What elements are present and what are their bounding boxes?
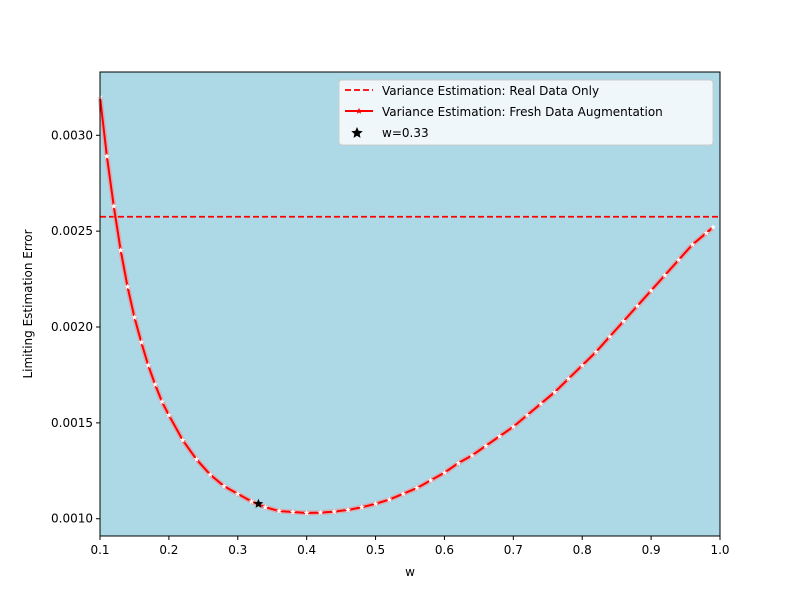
x-tick-label: 0.2 bbox=[159, 543, 178, 557]
series-point-fresh-data bbox=[496, 433, 503, 439]
series-point-fresh-data bbox=[510, 423, 517, 430]
legend-box bbox=[338, 79, 714, 146]
x-tick-label: 0.3 bbox=[228, 543, 247, 557]
series-point-fresh-data bbox=[165, 411, 172, 418]
plot-background bbox=[100, 72, 720, 536]
legend-label-fresh-data: Variance Estimation: Fresh Data Augmenta… bbox=[382, 105, 663, 119]
y-tick-label: 0.0010 bbox=[51, 512, 93, 526]
x-tick-label: 0.5 bbox=[366, 543, 385, 557]
series-point-fresh-data bbox=[579, 362, 586, 368]
series-point-fresh-data bbox=[131, 314, 138, 321]
series-point-fresh-data bbox=[372, 500, 379, 507]
x-tick-label: 0.8 bbox=[573, 543, 592, 557]
series-point-fresh-data bbox=[344, 506, 352, 513]
x-tick-label: 0.1 bbox=[90, 543, 109, 557]
x-axis-label: w bbox=[405, 565, 415, 579]
series-point-fresh-data bbox=[207, 471, 214, 478]
series-point-fresh-data bbox=[110, 202, 117, 209]
x-axis: 0.1 0.2 0.3 0.4 0.5 0.6 0.7 0.8 0.9 1.0 bbox=[90, 536, 730, 557]
x-tick-label: 1.0 bbox=[710, 543, 729, 557]
series-point-fresh-data bbox=[455, 459, 462, 466]
series-point-fresh-data bbox=[482, 442, 489, 449]
y-tick-label: 0.0025 bbox=[51, 224, 93, 238]
series-point-fresh-data bbox=[524, 411, 531, 418]
series-point-fresh-data bbox=[248, 498, 255, 505]
series-point-fresh-data bbox=[592, 348, 600, 355]
series-point-fresh-data bbox=[152, 381, 159, 388]
series-point-fresh-data bbox=[661, 272, 668, 278]
legend-label-w-star: w=0.33 bbox=[382, 126, 429, 140]
series-point-fresh-data bbox=[358, 504, 365, 510]
y-axis: 0.0010 0.0015 0.0020 0.0025 0.0030 bbox=[51, 128, 100, 526]
series-point-fresh-data bbox=[331, 508, 338, 515]
series-point-fresh-data bbox=[427, 477, 434, 483]
series-point-fresh-data bbox=[537, 400, 544, 407]
series-point-fresh-data bbox=[103, 153, 110, 159]
series-point-fresh-data bbox=[124, 283, 131, 290]
y-tick-label: 0.0030 bbox=[51, 128, 93, 142]
series-point-fresh-data bbox=[441, 469, 448, 476]
series-point-fresh-data bbox=[551, 388, 558, 395]
series-point-fresh-data bbox=[606, 333, 613, 340]
series-point-fresh-data bbox=[158, 398, 166, 405]
legend-label-real-data: Variance Estimation: Real Data Only bbox=[382, 84, 599, 98]
series-point-fresh-data bbox=[276, 507, 283, 514]
series-point-fresh-data bbox=[117, 247, 124, 253]
plot-frame bbox=[99, 71, 721, 537]
series-point-fresh-data bbox=[634, 302, 641, 309]
series-layer bbox=[96, 93, 720, 516]
series-point-fresh-data bbox=[565, 375, 572, 382]
x-tick-label: 0.7 bbox=[504, 543, 523, 557]
series-point-fresh-data bbox=[179, 436, 186, 443]
series-point-fresh-data bbox=[703, 229, 710, 236]
x-tick-label: 0.9 bbox=[642, 543, 661, 557]
series-point-fresh-data bbox=[317, 509, 324, 516]
series-point-w-star bbox=[253, 498, 264, 508]
series-point-fresh-data bbox=[648, 287, 655, 294]
series-point-fresh-data bbox=[220, 482, 228, 489]
series-point-fresh-data bbox=[400, 490, 407, 497]
series-point-fresh-data bbox=[193, 456, 200, 462]
legend-swatch-w-star bbox=[351, 127, 363, 138]
series-point-fresh-data bbox=[710, 224, 717, 230]
series-point-fresh-data bbox=[689, 241, 696, 248]
series-point-fresh-data bbox=[289, 508, 296, 515]
series-point-fresh-data bbox=[413, 484, 420, 491]
series-point-fresh-data bbox=[138, 339, 145, 345]
x-tick-label: 0.4 bbox=[297, 543, 316, 557]
series-point-fresh-data bbox=[468, 452, 476, 459]
series-point-fresh-data bbox=[234, 490, 241, 497]
series-point-fresh-data bbox=[262, 504, 269, 510]
series-point-fresh-data bbox=[675, 256, 682, 263]
legend-swatch-fresh-data-marker bbox=[355, 107, 363, 115]
series-point-fresh-data bbox=[620, 318, 627, 324]
series-point-fresh-data bbox=[386, 496, 393, 503]
y-axis-label: Limiting Estimation Error bbox=[21, 229, 35, 378]
series-point-fresh-data bbox=[145, 362, 152, 368]
y-tick-label: 0.0015 bbox=[51, 416, 93, 430]
series-point-fresh-data bbox=[303, 509, 310, 516]
legend: Variance Estimation: Real Data Only Vari… bbox=[338, 79, 714, 146]
y-tick-label: 0.0020 bbox=[51, 320, 93, 334]
x-tick-label: 0.6 bbox=[435, 543, 454, 557]
